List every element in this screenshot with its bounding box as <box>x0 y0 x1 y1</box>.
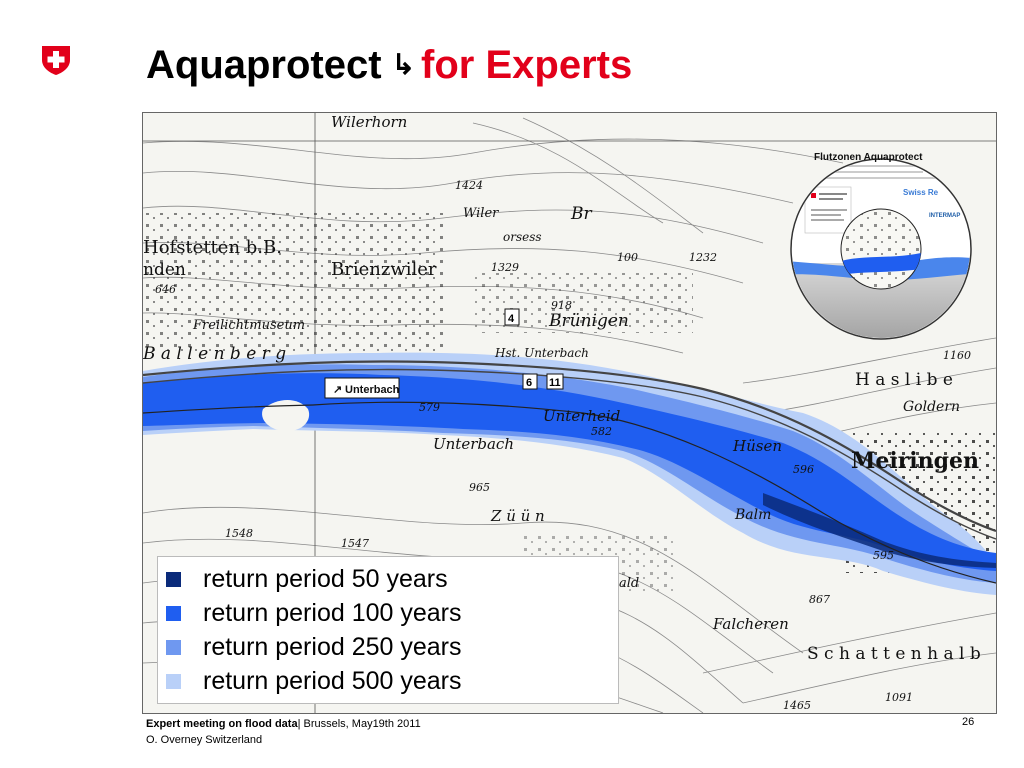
elevation-1465: 1465 <box>783 699 811 712</box>
label-goldern: Goldern <box>903 399 960 415</box>
title-main: Aquaprotect <box>146 43 382 87</box>
footer-event: Expert meeting on flood data <box>146 718 298 730</box>
title-arrow-icon: ↳ <box>391 49 416 80</box>
page-title: Aquaprotect ↳ for Experts <box>146 40 632 94</box>
swiss-coat-of-arms-icon <box>42 46 70 75</box>
elevation-1329: 1329 <box>491 261 519 274</box>
flood-zones <box>143 352 996 595</box>
label-unterheid: Unterheid <box>543 407 620 425</box>
legend-item-100: return period 100 years <box>166 596 461 630</box>
footer-line-1: Expert meeting on flood data| Brussels, … <box>146 716 421 732</box>
label-brienzwiler: Brienzwiler <box>331 259 437 280</box>
elevation-100: 100 <box>617 251 638 264</box>
title-accent: for Experts <box>421 43 633 87</box>
label-unterbach: Unterbach <box>433 435 514 453</box>
elevation-1160: 1160 <box>943 349 971 362</box>
legend-item-250: return period 250 years <box>166 630 461 664</box>
label-br: Br <box>570 204 592 224</box>
road-sign-6 <box>522 373 538 390</box>
elevation-582: 582 <box>591 425 612 438</box>
label-meiringen: Meiringen <box>851 448 979 474</box>
inset-swiss-re: Swiss Re <box>903 188 939 197</box>
inset-circle: Flutzonen Aquaprotect Swiss Re INTERMAP <box>790 152 972 340</box>
legend-item-500: return period 500 years <box>166 664 461 698</box>
label-ald: ald <box>619 576 639 591</box>
label-nden: nden <box>143 260 186 280</box>
slide-footer: Expert meeting on flood data| Brussels, … <box>146 716 421 748</box>
label-hasliberg: H a s l i b e <box>855 370 953 390</box>
legend-item-50: return period 50 years <box>166 562 448 596</box>
label-zuun: Z ü ü n <box>490 507 545 525</box>
elevation-1548: 1548 <box>225 527 253 540</box>
page-number: 26 <box>962 716 975 728</box>
inset-intermap: INTERMAP <box>929 213 960 219</box>
legend-swatch-100 <box>166 605 181 621</box>
legend-swatch-50 <box>166 571 181 587</box>
label-hst-unterbach: Hst. Unterbach <box>494 346 589 360</box>
road-sign-4 <box>504 308 520 326</box>
road-number-4: 4 <box>508 313 515 325</box>
label-ballenberg: B a l l e n b e r g <box>143 344 286 364</box>
label-hofstetten: Hofstetten b.B. <box>143 237 282 258</box>
unterbach-sign-label: Unterbach <box>345 384 400 396</box>
inset-title: Flutzonen Aquaprotect <box>814 152 923 163</box>
road-number-11: 11 <box>549 377 561 389</box>
label-freilichtmuseum: Freilichtmuseum <box>192 318 305 333</box>
elevation-1547: 1547 <box>341 537 369 550</box>
legend-label-100: return period 100 years <box>203 598 462 627</box>
svg-text:↗: ↗ <box>333 384 342 396</box>
footer-location: | Brussels, May19th 2011 <box>297 718 421 730</box>
label-balm: Balm <box>734 507 771 523</box>
buildings-north <box>143 213 443 353</box>
legend-label-50: return period 50 years <box>203 564 448 593</box>
elevation-1424: 1424 <box>455 179 483 192</box>
label-brunigen: Brünigen <box>548 311 629 331</box>
legend-label-250: return period 250 years <box>203 632 462 661</box>
legend-swatch-250 <box>166 639 181 655</box>
elevation-1091: 1091 <box>885 691 913 704</box>
label-wilerhorn: Wilerhorn <box>331 113 407 131</box>
elevation-1232: 1232 <box>689 251 717 264</box>
legend-label-500: return period 500 years <box>203 666 462 695</box>
elevation-labels: 1424 1329 1232 918 646 579 582 596 595 9… <box>155 179 971 712</box>
road-number-signs: 4 6 11 <box>504 308 564 390</box>
label-husen: Hüsen <box>732 437 782 455</box>
road-number-6: 6 <box>526 377 532 389</box>
label-orsess: orsess <box>503 230 542 244</box>
footer-author: O. Overney Switzerland <box>146 734 263 746</box>
elevation-579: 579 <box>419 401 440 414</box>
legend-swatch-500 <box>166 673 181 689</box>
elevation-867: 867 <box>809 593 830 606</box>
label-wiler: Wiler <box>463 206 499 221</box>
elevation-646: 646 <box>155 283 176 296</box>
elevation-965: 965 <box>469 481 490 494</box>
label-schattenhalb: S c h a t t e n h a l b <box>807 644 981 664</box>
flood-zone-hole <box>262 400 310 432</box>
flood-zone-100 <box>143 373 996 571</box>
unterbach-sign: ↗ Unterbach <box>324 377 400 399</box>
elevation-595: 595 <box>873 549 894 562</box>
map-legend: return period 50 years return period 100… <box>157 556 619 704</box>
elevation-918: 918 <box>551 299 572 312</box>
label-falcheren: Falcheren <box>712 615 789 633</box>
river-and-roads <box>143 360 996 584</box>
elevation-596: 596 <box>793 463 814 476</box>
road-sign-11 <box>546 373 564 390</box>
